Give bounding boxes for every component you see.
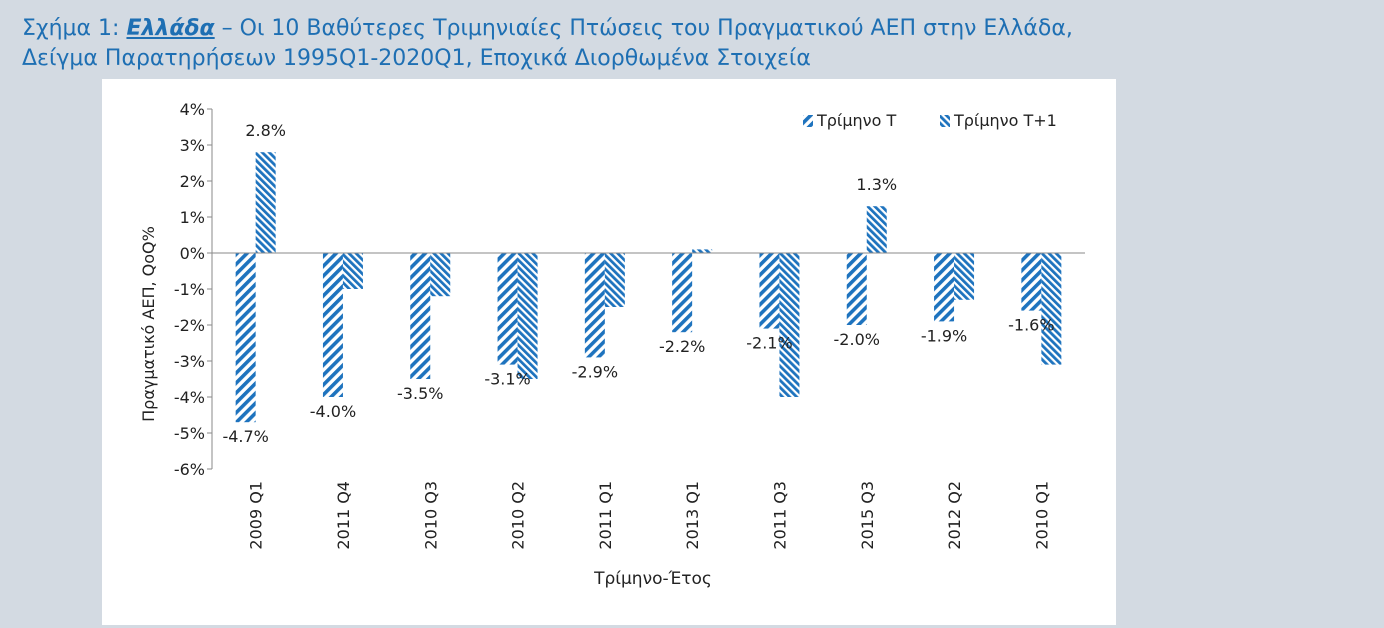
y-tick-label: -2% xyxy=(174,316,205,335)
chart-panel: 4% 3% 2% 1% 0% -1% -2% -3% -4% -5% -6% -4.7% -4.0% -… xyxy=(102,79,1116,625)
bar-series-1 xyxy=(672,253,693,333)
bar-series-2 xyxy=(342,253,363,289)
y-tick-label: -5% xyxy=(174,424,205,443)
bar-series-2 xyxy=(1041,253,1062,365)
bar-series-1 xyxy=(934,253,955,322)
bar-series-2 xyxy=(866,206,887,253)
y-tick-label: 1% xyxy=(180,208,205,227)
bar-series-2 xyxy=(954,253,975,300)
x-tick-label: 2010 Q3 xyxy=(421,481,440,550)
y-axis: 4% 3% 2% 1% 0% -1% -2% -3% -4% -5% -6% xyxy=(174,100,212,479)
x-tick-label: 2012 Q2 xyxy=(945,481,964,550)
legend-swatch-series-1 xyxy=(803,115,813,127)
data-label-series-2: 2.8% xyxy=(245,121,286,140)
y-tick-label: -1% xyxy=(174,280,205,299)
bar-series-2 xyxy=(604,253,625,307)
x-tick-label: 2015 Q3 xyxy=(858,481,877,550)
bar-series-2 xyxy=(430,253,451,297)
y-tick-label: 2% xyxy=(180,172,205,191)
bar-series-2 xyxy=(517,253,538,379)
y-tick-label: 0% xyxy=(180,244,205,263)
bar-series-1 xyxy=(235,253,256,423)
legend-swatch-series-2 xyxy=(940,115,950,127)
bar-series-2 xyxy=(692,249,713,253)
x-tick-label: 2010 Q1 xyxy=(1032,481,1051,550)
bar-series-1 xyxy=(322,253,343,397)
bar-chart: 4%3%2%1%0%-1%-2%-3%-4%-5%-6% -4.7%-4.0%-… xyxy=(139,100,1085,589)
x-tick-label: 2011 Q3 xyxy=(770,481,789,550)
x-axis: 2009 Q1 2011 Q4 2010 Q3 2010 Q2 2011 Q1 2013 … xyxy=(247,481,1052,550)
data-label-series-1: -1.9% xyxy=(921,326,967,345)
caption-line-2: Δείγμα Παρατηρήσεων 1995Q1-2020Q1, Εποχι… xyxy=(22,46,811,71)
data-label-series-1: -3.1% xyxy=(484,370,530,389)
caption-title: – Οι 10 Βαθύτερες Τριμηνιαίες Πτώσεις το… xyxy=(214,16,1073,41)
data-label-series-1: -1.6% xyxy=(1008,316,1054,335)
y-tick-label: -6% xyxy=(174,460,205,479)
y-axis-title: Πραγματικό ΑΕΠ, QoQ% xyxy=(139,226,158,422)
bar-series-2 xyxy=(779,253,800,397)
x-tick-label: 2009 Q1 xyxy=(247,481,266,550)
x-tick-label: 2010 Q2 xyxy=(509,481,528,550)
caption-prefix: Σχήμα 1: xyxy=(22,16,127,41)
y-tick-label: -3% xyxy=(174,352,205,371)
data-label-series-1: -2.2% xyxy=(659,337,705,356)
bar-series-2 xyxy=(255,152,276,253)
data-label-series-2: 1.3% xyxy=(856,175,897,194)
data-label-series-1: -3.5% xyxy=(397,384,443,403)
bar-series-1 xyxy=(584,253,605,358)
data-labels: -4.7% -4.0% -3.5% -3.1% -2.9% -2.2% -2.1% -2.0%… xyxy=(222,121,1054,446)
x-axis-title: Τρίμηνο-Έτος xyxy=(593,569,712,589)
y-tick-label: 3% xyxy=(180,136,205,155)
caption-line-1: Σχήμα 1: Ελλάδα – Οι 10 Βαθύτερες Τριμην… xyxy=(22,14,1073,44)
data-label-series-1: -2.0% xyxy=(834,330,880,349)
data-label-series-1: -4.0% xyxy=(310,402,356,421)
x-tick-label: 2013 Q1 xyxy=(683,481,702,550)
legend-label-series-2: Τρίμηνο Τ+1 xyxy=(953,111,1057,130)
data-label-series-1: -2.1% xyxy=(746,334,792,353)
legend: Τρίμηνο Τ Τρίμηνο Τ+1 xyxy=(803,111,1057,130)
data-label-series-1: -2.9% xyxy=(572,362,618,381)
y-tick-label: -4% xyxy=(174,388,205,407)
y-tick-label: 4% xyxy=(180,100,205,119)
x-tick-label: 2011 Q4 xyxy=(334,481,353,550)
bar-series-1 xyxy=(410,253,431,379)
bar-series-1 xyxy=(846,253,867,325)
bar-series-1 xyxy=(1021,253,1042,311)
x-tick-label: 2011 Q1 xyxy=(596,481,615,550)
bar-series-1 xyxy=(759,253,780,329)
caption-country: Ελλάδα xyxy=(126,16,215,41)
legend-label-series-1: Τρίμηνο Τ xyxy=(816,111,896,130)
bar-series-1 xyxy=(497,253,518,365)
axes xyxy=(211,109,1085,469)
figure-caption: Σχήμα 1: Ελλάδα – Οι 10 Βαθύτερες Τριμην… xyxy=(22,14,1073,74)
data-label-series-1: -4.7% xyxy=(222,427,268,446)
bars xyxy=(235,152,1062,423)
